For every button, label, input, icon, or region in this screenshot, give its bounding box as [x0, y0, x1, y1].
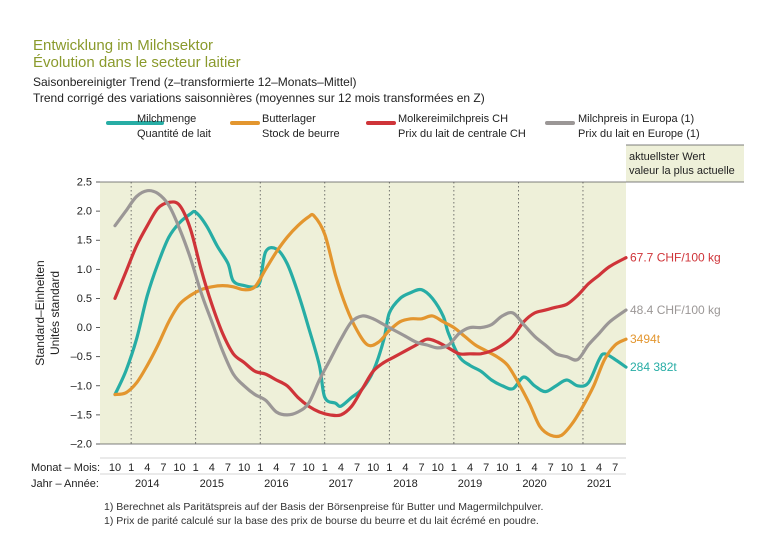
x-month-label: 1	[580, 462, 586, 474]
end-label-butter-stock: 3494t	[630, 332, 661, 346]
legend-label-milk-quantity-fr: Quantité de lait	[137, 128, 211, 140]
current-value-label-fr: valeur la plus actuelle	[629, 165, 735, 177]
x-month-label: 1	[193, 462, 199, 474]
x-month-label: 7	[225, 462, 231, 474]
x-month-label: 1	[257, 462, 263, 474]
x-axis-year-caption: Jahr – Année:	[31, 478, 99, 490]
x-month-label: 4	[531, 462, 537, 474]
x-year-label: 2014	[135, 478, 159, 490]
chart-title-fr: Évolution dans le secteur laitier	[33, 54, 241, 71]
legend-label-ch-milk-price-de: Molkereimilchpreis CH	[398, 113, 509, 125]
x-month-label: 7	[548, 462, 554, 474]
chart-title-de: Entwicklung im Milchsektor	[33, 37, 214, 54]
x-month-label: 4	[338, 462, 344, 474]
y-tick-label: 0.0	[77, 322, 92, 334]
x-month-label: 10	[303, 462, 315, 474]
y-axis: –2.0 –1.5 –1.0 –0.5 0.0 0.5 1.0 1.5 2.0 2.5	[71, 177, 100, 451]
footnote-de: 1) Berechnet als Paritätspreis auf der B…	[104, 501, 544, 513]
y-tick-label: –1.0	[71, 380, 92, 392]
legend-label-ch-milk-price-fr: Prix du lait de centrale CH	[398, 128, 526, 140]
y-tick-label: 1.5	[77, 235, 92, 247]
x-month-label: 10	[432, 462, 444, 474]
end-value-labels: 67.7 CHF/100 kg 48.4 CHF/100 kg 3494t 284 3…	[630, 251, 721, 375]
x-month-label: 1	[451, 462, 457, 474]
x-month-label: 7	[483, 462, 489, 474]
x-month-label: 4	[273, 462, 279, 474]
legend-label-butter-stock-de: Butterlager	[262, 113, 316, 125]
x-year-label: 2017	[329, 478, 353, 490]
y-tick-label: 0.5	[77, 293, 92, 305]
y-tick-label: 2.5	[77, 177, 92, 189]
chart-subtitle-fr: Trend corrigé des variations saisonnière…	[33, 91, 485, 105]
x-month-label: 1	[386, 462, 392, 474]
x-year-label: 2019	[458, 478, 482, 490]
x-year-label: 2021	[587, 478, 611, 490]
x-month-label: 1	[322, 462, 328, 474]
x-month-label: 10	[496, 462, 508, 474]
series-lines	[113, 188, 628, 439]
x-month-label: 1	[128, 462, 134, 474]
legend-label-butter-stock-fr: Stock de beurre	[262, 128, 340, 140]
y-tick-label: 1.0	[77, 264, 92, 276]
x-month-label: 7	[612, 462, 618, 474]
current-value-label-de: aktuellster Wert	[629, 151, 705, 163]
series-line-eu-milk-price	[113, 188, 628, 417]
y-axis-title-fr: Unités standard	[48, 271, 62, 355]
x-year-label: 2015	[200, 478, 224, 490]
x-month-label: 4	[144, 462, 150, 474]
end-label-milk-quantity: 284 382t	[630, 360, 677, 374]
x-month-label: 10	[109, 462, 121, 474]
x-month-label: 4	[596, 462, 602, 474]
y-tick-label: –2.0	[71, 439, 92, 451]
chart-subtitle-de: Saisonbereinigter Trend (z–transformiert…	[33, 75, 357, 89]
legend-swatch-butter-stock	[230, 121, 260, 125]
legend-swatch-eu-milk-price	[545, 121, 575, 125]
legend-label-eu-milk-price-de: Milchpreis in Europa (1)	[578, 113, 695, 125]
legend-label-milk-quantity-de: Milchmenge	[137, 113, 197, 125]
x-month-label: 7	[289, 462, 295, 474]
x-month-label: 10	[561, 462, 573, 474]
current-value-panel	[626, 145, 744, 182]
x-month-label: 1	[515, 462, 521, 474]
x-month-label: 4	[467, 462, 473, 474]
footnote-fr: 1) Prix de parité calculé sur la base de…	[104, 515, 539, 527]
x-axis-month-caption: Monat – Mois:	[31, 462, 100, 474]
x-month-label: 4	[209, 462, 215, 474]
x-month-label: 10	[173, 462, 185, 474]
x-month-label: 7	[419, 462, 425, 474]
legend-label-eu-milk-price-fr: Prix du lait en Europe (1)	[578, 128, 700, 140]
x-year-label: 2018	[393, 478, 417, 490]
x-month-label: 7	[354, 462, 360, 474]
x-year-label: 2020	[522, 478, 546, 490]
y-tick-label: 2.0	[77, 206, 92, 218]
end-label-eu-milk-price: 48.4 CHF/100 kg	[630, 303, 721, 317]
x-month-label: 7	[160, 462, 166, 474]
x-month-label: 10	[367, 462, 379, 474]
x-month-label: 10	[238, 462, 250, 474]
legend-swatch-milk-quantity	[106, 121, 164, 125]
y-tick-label: –0.5	[71, 351, 92, 363]
series-line-ch-milk-price	[113, 200, 628, 418]
legend-swatch-ch-milk-price	[366, 121, 396, 125]
x-month-label: 4	[402, 462, 408, 474]
y-axis-title-de: Standard–Einheiten	[33, 260, 47, 365]
x-year-label: 2016	[264, 478, 288, 490]
y-tick-label: –1.5	[71, 409, 92, 421]
end-label-ch-milk-price: 67.7 CHF/100 kg	[630, 251, 721, 265]
